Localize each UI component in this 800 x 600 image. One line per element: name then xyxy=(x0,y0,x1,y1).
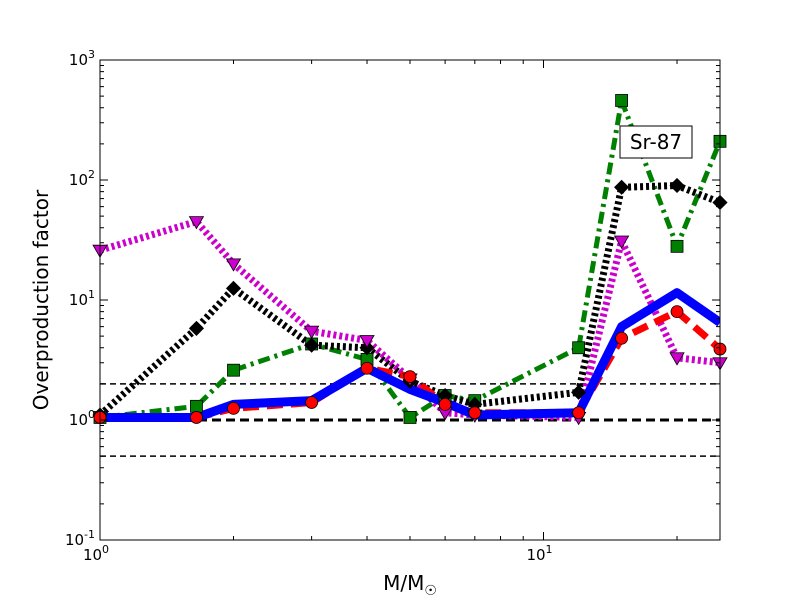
data-point-3-10 xyxy=(670,305,684,319)
data-point-2-2 xyxy=(225,258,242,272)
data-point-2-3 xyxy=(303,325,320,339)
data-point-3-5 xyxy=(403,370,417,383)
annotation-text: Sr-87 xyxy=(630,130,682,154)
data-point-0-2 xyxy=(227,363,240,377)
data-point-3-2 xyxy=(227,401,240,415)
data-point-1-1 xyxy=(188,320,205,336)
y-tick-label: 101 xyxy=(69,288,95,309)
series-line-0 xyxy=(100,98,720,420)
x-axis-label-subscript: ☉ xyxy=(424,583,437,599)
data-point-2-4 xyxy=(359,335,375,349)
data-point-2-10 xyxy=(669,352,685,366)
data-point-3-9 xyxy=(615,331,629,345)
data-point-1-10 xyxy=(669,177,685,194)
x-axis-label: M/M☉ xyxy=(383,571,437,599)
data-point-0-10 xyxy=(670,239,684,253)
y-tick-label: 103 xyxy=(69,48,95,69)
data-point-0-5 xyxy=(403,411,417,424)
data-point-3-1 xyxy=(190,411,203,424)
axis-ticks xyxy=(99,59,720,541)
data-point-2-1 xyxy=(188,216,205,230)
y-axis-label: Overproduction factor xyxy=(29,189,53,410)
data-point-1-3 xyxy=(304,337,320,353)
x-tick-label: 100 xyxy=(83,543,109,564)
data-point-3-7 xyxy=(468,406,482,420)
data-point-3-6 xyxy=(438,397,452,411)
data-point-1-9 xyxy=(614,179,630,195)
data-point-0-1 xyxy=(190,399,203,413)
annotation-box: Sr-87 xyxy=(619,125,693,159)
data-point-3-4 xyxy=(360,361,374,375)
data-point-3-8 xyxy=(572,406,586,420)
y-tick-label: 10-1 xyxy=(65,528,95,549)
y-tick-label: 102 xyxy=(69,168,95,189)
y-tick-label: 100 xyxy=(69,408,95,429)
data-point-0-9 xyxy=(615,94,629,107)
data-point-3-3 xyxy=(305,396,319,409)
x-tick-label: 101 xyxy=(526,543,552,564)
series-line-4 xyxy=(100,288,720,422)
data-point-2-9 xyxy=(613,235,630,249)
data-point-1-2 xyxy=(225,280,242,296)
data-point-1-8 xyxy=(571,384,587,400)
data-point-0-8 xyxy=(572,341,586,355)
